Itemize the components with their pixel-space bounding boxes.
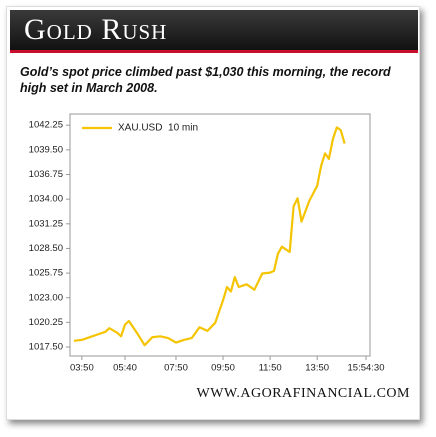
card (6, 6, 420, 420)
x-tick-label: 11:50 (259, 363, 282, 374)
y-tick-label: 1025.75 (29, 268, 63, 279)
line-series (73, 126, 346, 347)
plot-frame (69, 113, 371, 357)
y-tick-label: 1028.50 (29, 243, 63, 254)
y-tick-label: 1042.25 (29, 120, 63, 131)
y-tick-label: 1017.50 (29, 342, 63, 353)
x-tick-label: 15:54:30 (348, 363, 385, 374)
y-tick-label: 1031.25 (29, 218, 63, 229)
y-tick-label: 1020.25 (29, 317, 63, 328)
y-tick-label: 1036.75 (29, 169, 63, 180)
legend-label: XAU.USD 10 min (118, 123, 198, 134)
x-tick-label: 07:50 (164, 363, 188, 374)
subtitle: Gold’s spot price climbed past $1,030 th… (20, 65, 391, 95)
x-tick-label: 09:50 (211, 363, 235, 374)
x-tick-label: 13:50 (305, 363, 329, 374)
x-tick-label: 03:50 (70, 363, 94, 374)
y-tick-label: 1039.50 (29, 144, 63, 155)
source: WWW.AGORAFINANCIAL.COM (196, 386, 410, 401)
title: Gold Rush (24, 13, 168, 46)
x-tick-label: 05:40 (113, 363, 137, 374)
header: Gold Rush (10, 10, 418, 53)
y-tick-label: 1034.00 (29, 194, 63, 205)
y-tick-label: 1023.00 (29, 292, 63, 303)
